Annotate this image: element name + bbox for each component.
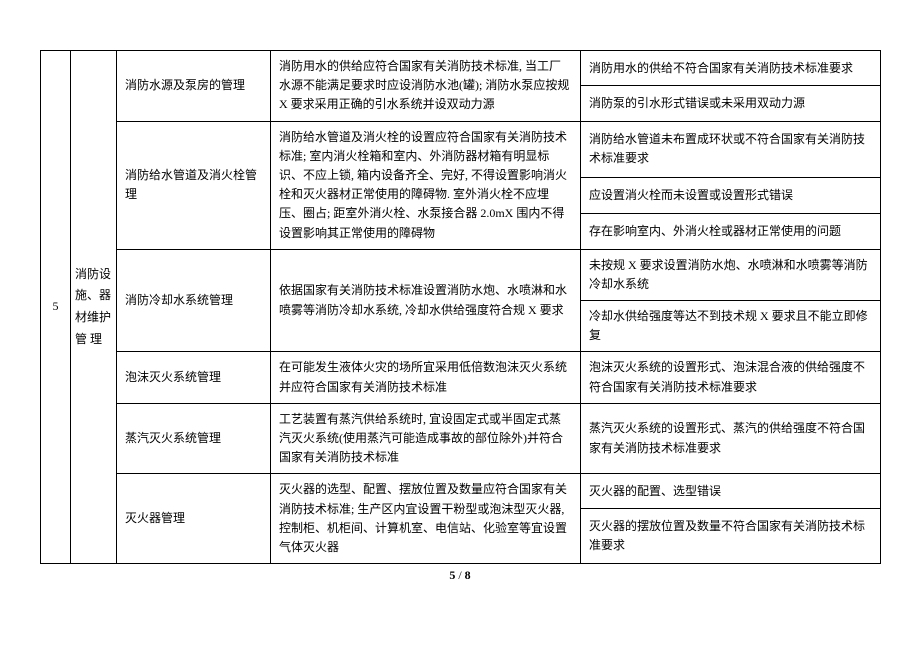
issue-text: 存在影响室内、外消火栓或器材正常使用的问题: [589, 224, 841, 238]
page-footer: 5 / 8: [40, 564, 880, 583]
issue-cell: 冷却水供给强度等达不到技术规 X 要求且不能立即修复: [581, 301, 881, 352]
description-text: 消防给水管道及消火栓的设置应符合国家有关消防技术标准; 室内消火栓箱和室内、外消…: [279, 130, 567, 240]
issue-text: 消防用水的供给不符合国家有关消防技术标准要求: [589, 61, 853, 75]
table-row: 5 消防设施、器材维护管 理 消防水源及泵房的管理 消防用水的供给应符合国家有关…: [41, 51, 881, 86]
subcategory-label: 蒸汽灭火系统管理: [125, 431, 221, 445]
row-index: 5: [53, 299, 59, 313]
issue-cell: 消防给水管道未布置成环状或不符合国家有关消防技术标准要求: [581, 121, 881, 178]
issue-cell: 存在影响室内、外消火栓或器材正常使用的问题: [581, 214, 881, 250]
description-text: 消防用水的供给应符合国家有关消防技术标准, 当工厂水源不能满足要求时应设消防水池…: [279, 59, 569, 111]
description-text: 工艺装置有蒸汽供给系统时, 宜设固定式或半固定式蒸汽灭火系统(使用蒸汽可能造成事…: [279, 412, 563, 464]
subcategory-cell: 消防冷却水系统管理: [117, 249, 271, 352]
table-row: 泡沫灭火系统管理 在可能发生液体火灾的场所宜采用低倍数泡沫灭火系统并应符合国家有…: [41, 352, 881, 403]
issue-cell: 消防泵的引水形式错误或未采用双动力源: [581, 86, 881, 121]
issue-text: 消防泵的引水形式错误或未采用双动力源: [589, 96, 805, 110]
table-row: 蒸汽灭火系统管理 工艺装置有蒸汽供给系统时, 宜设固定式或半固定式蒸汽灭火系统(…: [41, 403, 881, 474]
subcategory-cell: 消防水源及泵房的管理: [117, 51, 271, 122]
description-cell: 灭火器的选型、配置、摆放位置及数量应符合国家有关消防技术标准; 生产区内宜设置干…: [271, 474, 581, 564]
description-cell: 消防用水的供给应符合国家有关消防技术标准, 当工厂水源不能满足要求时应设消防水池…: [271, 51, 581, 122]
row-index-cell: 5: [41, 51, 71, 564]
page-container: 5 消防设施、器材维护管 理 消防水源及泵房的管理 消防用水的供给应符合国家有关…: [0, 0, 920, 613]
category-cell: 消防设施、器材维护管 理: [71, 51, 117, 564]
issue-cell: 泡沫灭火系统的设置形式、泡沫混合液的供给强度不符合国家有关消防技术标准要求: [581, 352, 881, 403]
issue-cell: 灭火器的配置、选型错误: [581, 474, 881, 509]
subcategory-cell: 泡沫灭火系统管理: [117, 352, 271, 403]
subcategory-label: 消防水源及泵房的管理: [125, 78, 245, 92]
issue-cell: 灭火器的摆放位置及数量不符合国家有关消防技术标准要求: [581, 508, 881, 563]
issue-cell: 应设置消火栓而未设置或设置形式错误: [581, 178, 881, 214]
table-row: 灭火器管理 灭火器的选型、配置、摆放位置及数量应符合国家有关消防技术标准; 生产…: [41, 474, 881, 509]
issue-text: 灭火器的配置、选型错误: [589, 484, 721, 498]
description-cell: 在可能发生液体火灾的场所宜采用低倍数泡沫灭火系统并应符合国家有关消防技术标准: [271, 352, 581, 403]
issue-text: 灭火器的摆放位置及数量不符合国家有关消防技术标准要求: [589, 519, 865, 552]
issue-text: 未按规 X 要求设置消防水炮、水喷淋和水喷雾等消防冷却水系统: [589, 258, 868, 291]
description-text: 依据国家有关消防技术标准设置消防水炮、水喷淋和水喷雾等消防冷却水系统, 冷却水供…: [279, 283, 567, 316]
page-separator: /: [455, 568, 464, 582]
category-label: 消防设施、器材维护管 理: [75, 264, 112, 350]
subcategory-cell: 蒸汽灭火系统管理: [117, 403, 271, 474]
issue-text: 蒸汽灭火系统的设置形式、蒸汽的供给强度不符合国家有关消防技术标准要求: [589, 421, 865, 454]
description-cell: 依据国家有关消防技术标准设置消防水炮、水喷淋和水喷雾等消防冷却水系统, 冷却水供…: [271, 249, 581, 352]
issue-cell: 未按规 X 要求设置消防水炮、水喷淋和水喷雾等消防冷却水系统: [581, 249, 881, 300]
table-row: 消防冷却水系统管理 依据国家有关消防技术标准设置消防水炮、水喷淋和水喷雾等消防冷…: [41, 249, 881, 300]
subcategory-cell: 消防给水管道及消火栓管理: [117, 121, 271, 249]
issue-text: 泡沫灭火系统的设置形式、泡沫混合液的供给强度不符合国家有关消防技术标准要求: [589, 360, 865, 393]
issue-text: 消防给水管道未布置成环状或不符合国家有关消防技术标准要求: [589, 132, 865, 165]
regulation-table: 5 消防设施、器材维护管 理 消防水源及泵房的管理 消防用水的供给应符合国家有关…: [40, 50, 881, 564]
subcategory-cell: 灭火器管理: [117, 474, 271, 564]
issue-cell: 蒸汽灭火系统的设置形式、蒸汽的供给强度不符合国家有关消防技术标准要求: [581, 403, 881, 474]
issue-text: 应设置消火栓而未设置或设置形式错误: [589, 188, 793, 202]
description-text: 在可能发生液体火灾的场所宜采用低倍数泡沫灭火系统并应符合国家有关消防技术标准: [279, 360, 567, 393]
subcategory-label: 消防冷却水系统管理: [125, 293, 233, 307]
subcategory-label: 泡沫灭火系统管理: [125, 370, 221, 384]
description-cell: 工艺装置有蒸汽供给系统时, 宜设固定式或半固定式蒸汽灭火系统(使用蒸汽可能造成事…: [271, 403, 581, 474]
subcategory-label: 消防给水管道及消火栓管理: [125, 168, 257, 201]
issue-cell: 消防用水的供给不符合国家有关消防技术标准要求: [581, 51, 881, 86]
subcategory-label: 灭火器管理: [125, 511, 185, 525]
issue-text: 冷却水供给强度等达不到技术规 X 要求且不能立即修复: [589, 309, 868, 342]
description-cell: 消防给水管道及消火栓的设置应符合国家有关消防技术标准; 室内消火栓箱和室内、外消…: [271, 121, 581, 249]
page-total: 8: [465, 568, 471, 582]
description-text: 灭火器的选型、配置、摆放位置及数量应符合国家有关消防技术标准; 生产区内宜设置干…: [279, 482, 567, 554]
table-row: 消防给水管道及消火栓管理 消防给水管道及消火栓的设置应符合国家有关消防技术标准;…: [41, 121, 881, 178]
